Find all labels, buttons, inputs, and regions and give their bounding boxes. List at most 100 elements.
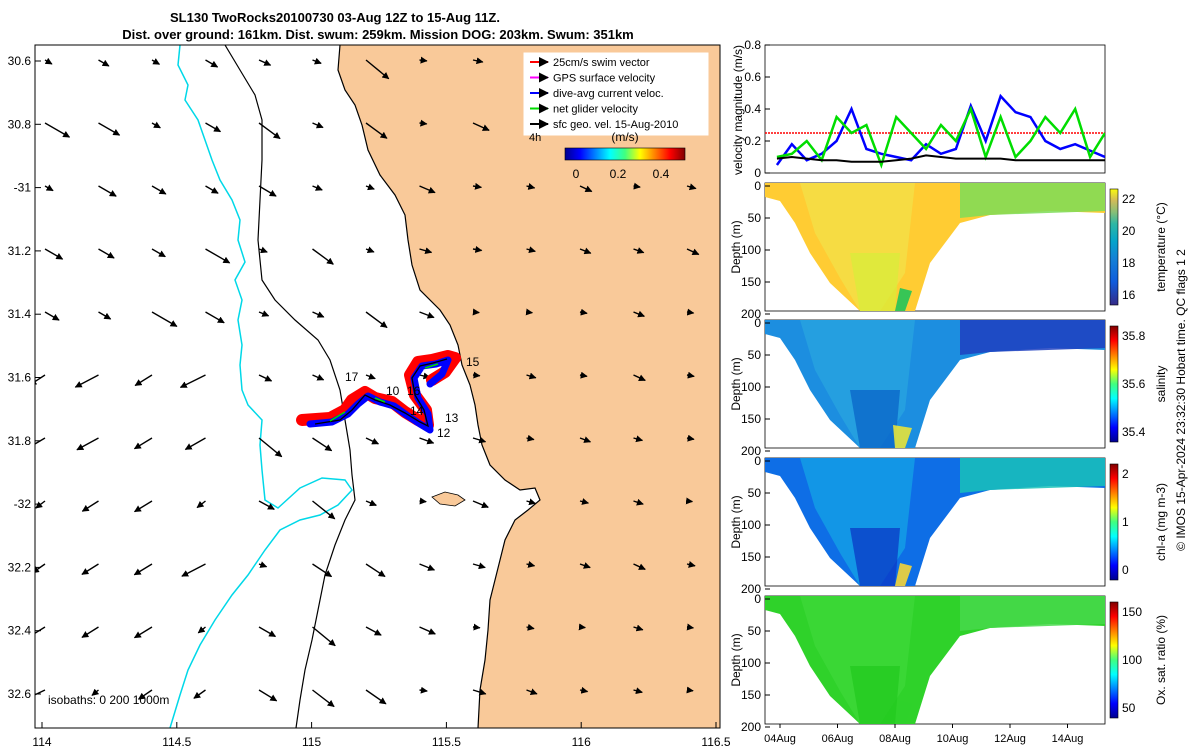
- velocity-panel: 0 0.2 0.4 0.6 0.8 velocity magnitude (m/s): [731, 38, 1106, 180]
- velocity-arrow: [419, 56, 428, 64]
- velocity-arrow: [312, 311, 325, 318]
- velocity-arrow: [419, 626, 436, 635]
- velocity-arrow: [365, 689, 387, 705]
- section-shelf: [960, 320, 1105, 355]
- velocity-arrow: [472, 500, 489, 509]
- section-deep: [850, 666, 900, 724]
- velocity-ytick-label: 0.2: [744, 134, 761, 148]
- section-bottom: [895, 701, 912, 724]
- section-deep: [850, 253, 900, 311]
- legend-label: net glider velocity: [553, 104, 638, 116]
- velocity-arrow: [258, 626, 277, 638]
- velocity-arrow: [633, 687, 643, 695]
- velocity-arrow: [98, 59, 110, 67]
- velocity-arrow: [365, 437, 380, 445]
- coastline: [337, 45, 541, 728]
- velocity-arrow: [184, 437, 206, 451]
- velocity-arrow: [134, 374, 153, 387]
- land-area: [338, 45, 720, 728]
- velocity-arrow: [365, 246, 375, 254]
- velocity-arrow: [258, 437, 283, 458]
- map-x-ticks: 114 114.5 115 115.5 116 116.5: [32, 722, 731, 749]
- depth-tick-label: 150: [741, 550, 761, 564]
- velocity-arrow: [579, 436, 592, 443]
- colorbar-tick-label: 22: [1122, 192, 1136, 206]
- track-label-16: 16: [407, 384, 421, 398]
- depth-tick-label: 200: [741, 307, 761, 321]
- map-ytick-label: -32: [14, 497, 32, 511]
- colorbar-tick-label: 2: [1122, 467, 1129, 481]
- colorbar-tick-label: 35.6: [1122, 377, 1146, 391]
- velocity-arrow: [472, 688, 487, 696]
- map-xtick-label: 114: [32, 735, 51, 749]
- velocity-arrow: [419, 119, 428, 127]
- velocity-arrow: [633, 435, 644, 443]
- velocity-ytick-label: 0: [754, 166, 761, 180]
- velocity-arrow: [91, 688, 100, 696]
- date-tick-label: 04Aug: [764, 733, 796, 745]
- velocity-arrow: [35, 437, 46, 445]
- depth-tick-label: 150: [741, 275, 761, 289]
- date-tick-label: 06Aug: [822, 733, 854, 745]
- velocity-arrow: [633, 182, 641, 190]
- velocity-arrow: [365, 183, 375, 191]
- velocity-arrow: [526, 688, 538, 695]
- track-green-net: [329, 363, 439, 422]
- depth-tick-label: 50: [748, 211, 762, 225]
- velocity-arrow: [312, 57, 322, 65]
- depth-axis-label: Depth (m): [729, 220, 743, 273]
- velocity-arrow: [98, 122, 121, 136]
- map-ytick-label: 31.2: [8, 244, 32, 258]
- velocity-arrow: [133, 500, 153, 513]
- depth-tick-label: 0: [754, 179, 761, 193]
- velocity-arrow: [133, 437, 153, 450]
- section-deep: [850, 390, 900, 448]
- depth-tick-label: 0: [754, 316, 761, 330]
- velocity-arrow: [44, 311, 60, 321]
- velocity-arrow: [44, 57, 53, 65]
- velocity-arrow: [44, 184, 54, 192]
- velocity-arrow: [579, 498, 590, 505]
- map-y-ticks: 30.6 30.8 -31 31.2 31.4 31.6 31.8 -32 32.2 32.4 32…: [8, 54, 41, 701]
- velocity-arrow: [181, 563, 206, 577]
- track-label-15: 15: [466, 355, 480, 369]
- velocity-line-net-glider-velocity: [776, 105, 1105, 169]
- colorbar-label: Ox. sat. ratio (%): [1154, 615, 1168, 705]
- velocity-arrow: [258, 500, 275, 510]
- velocity-ylabel: velocity magnitude (m/s): [731, 45, 745, 175]
- velocity-arrow: [312, 121, 324, 129]
- velocity-arrow: [205, 185, 219, 194]
- velocity-arrow: [137, 689, 153, 700]
- velocity-arrow: [472, 371, 481, 379]
- velocity-line-dive-avg-current-veloc-: [775, 93, 1105, 166]
- section-shelf: [960, 183, 1105, 218]
- velocity-arrow: [76, 437, 99, 451]
- velocity-arrow: [526, 183, 536, 190]
- colorbar-label: salinity: [1154, 366, 1168, 403]
- map-ytick-label: 30.6: [8, 54, 32, 68]
- velocity-arrow: [686, 248, 700, 256]
- section-chla: 0 50 100 150 200 Depth (m) 0 1 2 chl-a (mg m-3): [729, 454, 1168, 596]
- colorbar-tick-label: 1: [1122, 515, 1129, 529]
- velocity-arrow: [81, 626, 99, 638]
- depth-axis-label: Depth (m): [729, 633, 743, 686]
- velocity-arrow: [365, 499, 377, 507]
- velocity-arrow: [472, 122, 490, 131]
- colorbar-tick-label: 16: [1122, 288, 1136, 302]
- velocity-arrow: [526, 246, 536, 254]
- velocity-arrow: [205, 122, 222, 133]
- velocity-arrow: [151, 248, 166, 258]
- velocity-arrow: [151, 121, 161, 129]
- depth-tick-label: 100: [741, 656, 761, 670]
- velocity-arrow: [35, 626, 46, 638]
- velocity-arrow: [419, 247, 433, 255]
- velocity-arrow: [312, 248, 334, 265]
- velocity-arrow: [686, 623, 695, 631]
- velocity-arrow: [365, 311, 388, 329]
- title-line-2: Dist. over ground: 161km. Dist. swum: 25…: [122, 27, 634, 42]
- section-oxygen: 0 50 100 150 200 Depth (m) 50 100 150 Ox. sat. ra…: [729, 592, 1168, 734]
- velocity-arrow: [686, 561, 696, 568]
- velocity-arrow: [133, 626, 153, 639]
- map-ytick-label: 31.8: [8, 434, 32, 448]
- map-frame: [34, 44, 721, 729]
